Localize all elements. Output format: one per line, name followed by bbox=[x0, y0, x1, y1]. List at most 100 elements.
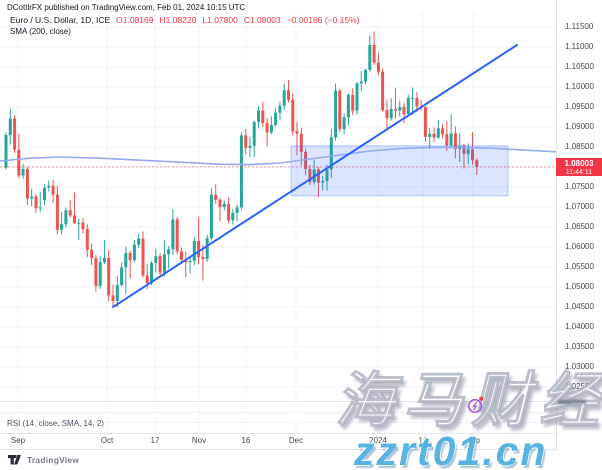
time-axis-label: 17 bbox=[150, 436, 160, 445]
candle-body-up bbox=[252, 121, 256, 146]
candle-body-down bbox=[402, 107, 406, 115]
candle-body-up bbox=[120, 267, 124, 285]
candle-body-down bbox=[261, 110, 265, 123]
candle-body-down bbox=[34, 196, 38, 209]
candle-body-up bbox=[64, 210, 68, 225]
time-axis-label: 16 bbox=[418, 436, 428, 445]
candle-body-up bbox=[257, 110, 260, 122]
candle-body-down bbox=[51, 185, 55, 195]
pane-separator[interactable] bbox=[0, 401, 602, 402]
candle-body-up bbox=[389, 109, 393, 119]
candle-body-up bbox=[321, 181, 325, 183]
candle-body-up bbox=[162, 254, 166, 273]
candle-body-up bbox=[188, 261, 192, 263]
price-axis-label: 1.09500 bbox=[565, 102, 594, 111]
price-axis-label: 1.08500 bbox=[565, 142, 594, 151]
candle-body-down bbox=[445, 134, 449, 146]
candle-body-down bbox=[184, 259, 188, 263]
price-axis-label: 1.07000 bbox=[565, 202, 594, 211]
candle-body-down bbox=[17, 149, 21, 176]
candle-body-up bbox=[4, 135, 8, 168]
candle-body-up bbox=[428, 133, 432, 137]
candle-body-down bbox=[141, 238, 145, 276]
rsi-indicator-label[interactable]: RSI (14, close, SMA, 14, 2) bbox=[7, 419, 104, 428]
candle-body-up bbox=[239, 135, 243, 208]
candle-body-up bbox=[21, 169, 25, 176]
rsi-gridline bbox=[0, 422, 556, 423]
time-axis[interactable]: Sep Oct 17 Nov 16 Dec 2024 16 Feb bbox=[0, 433, 602, 450]
price-axis-label: 1.11500 bbox=[565, 22, 594, 31]
candle-body-down bbox=[415, 97, 419, 107]
candle-body-up bbox=[368, 45, 372, 70]
candle-body-down bbox=[55, 194, 59, 230]
candle-body-down bbox=[90, 249, 94, 259]
candle-body-up bbox=[436, 128, 440, 138]
candle-body-up bbox=[38, 207, 42, 209]
candle-body-up bbox=[137, 238, 141, 245]
candle-body-down bbox=[462, 145, 466, 154]
candle-body-up bbox=[329, 137, 333, 170]
candle-body-down bbox=[338, 90, 342, 129]
price-axis-label: 1.09000 bbox=[565, 122, 594, 131]
candle-body-up bbox=[222, 203, 226, 207]
candle-body-up bbox=[98, 262, 102, 286]
candle-body-down bbox=[351, 95, 355, 111]
candle-body-up bbox=[274, 112, 278, 125]
price-axis-border bbox=[556, 0, 557, 449]
candle-body-down bbox=[201, 257, 205, 259]
last-price-badge: 1.08003 11:44:11 bbox=[556, 157, 602, 176]
watermark-fine-print bbox=[558, 400, 586, 404]
candle-body-up bbox=[60, 224, 64, 230]
candle-body-up bbox=[132, 244, 136, 261]
candle-body-up bbox=[124, 253, 128, 268]
candle-body-up bbox=[47, 185, 51, 188]
candle-body-down bbox=[385, 110, 389, 119]
last-price-value: 1.08003 bbox=[564, 158, 594, 168]
bar-countdown: 11:44:11 bbox=[565, 168, 593, 176]
support-zone-rectangle bbox=[290, 145, 509, 197]
candle-body-down bbox=[394, 109, 397, 111]
tradingview-attribution[interactable]: TradingView bbox=[7, 454, 79, 466]
widget-bottom-border bbox=[0, 449, 602, 450]
candle-body-up bbox=[77, 222, 81, 224]
candle-body-up bbox=[334, 90, 338, 138]
candle-body-down bbox=[291, 99, 295, 132]
candle-body-up bbox=[205, 238, 209, 259]
tradingview-logo-text: TradingView bbox=[27, 455, 80, 465]
symbol-legend-row[interactable]: Euro / U.S. Dollar, 1D, ICE O1.08169 H1.… bbox=[10, 15, 359, 25]
candle-body-down bbox=[316, 169, 320, 183]
indicator-legend-sma[interactable]: SMA (200, close) bbox=[10, 27, 71, 36]
price-axis-label: 1.03500 bbox=[565, 342, 594, 351]
candle-body-up bbox=[209, 194, 213, 239]
candle-body-up bbox=[269, 125, 273, 133]
ohlc-high: H1.08220 bbox=[159, 15, 197, 25]
candle-body-up bbox=[466, 149, 470, 154]
candle-body-down bbox=[197, 241, 201, 257]
ohlc-change: −0.00166 (−0.15%) bbox=[286, 15, 360, 25]
candle-body-up bbox=[171, 219, 175, 250]
candle-body-down bbox=[13, 118, 17, 150]
tradingview-logo-icon bbox=[8, 455, 21, 465]
candle-body-up bbox=[282, 90, 286, 106]
time-axis-label: Dec bbox=[288, 436, 304, 445]
price-axis-label: 1.04500 bbox=[565, 302, 594, 311]
symbol-title: Euro / U.S. Dollar, 1D, ICE bbox=[10, 15, 111, 25]
candle-body-down bbox=[107, 257, 111, 296]
candle-body-up bbox=[359, 81, 363, 84]
time-axis-label: Oct bbox=[100, 436, 114, 445]
candle-body-down bbox=[299, 133, 303, 152]
time-axis-label: Nov bbox=[191, 436, 207, 445]
ohlc-low: L1.07800 bbox=[202, 15, 238, 25]
price-axis[interactable]: 1.11500 1.11000 1.10500 1.10000 1.09500 1.090… bbox=[557, 0, 602, 450]
candle-body-up bbox=[355, 83, 359, 111]
candle-body-down bbox=[423, 107, 427, 137]
candle-body-down bbox=[265, 123, 269, 133]
candle-body-down bbox=[214, 194, 218, 200]
candle-body-up bbox=[346, 95, 350, 118]
candle-body-down bbox=[441, 128, 445, 135]
candle-body-down bbox=[73, 215, 76, 223]
candle-body-up bbox=[30, 196, 34, 199]
price-axis-label: 1.05500 bbox=[565, 262, 594, 271]
